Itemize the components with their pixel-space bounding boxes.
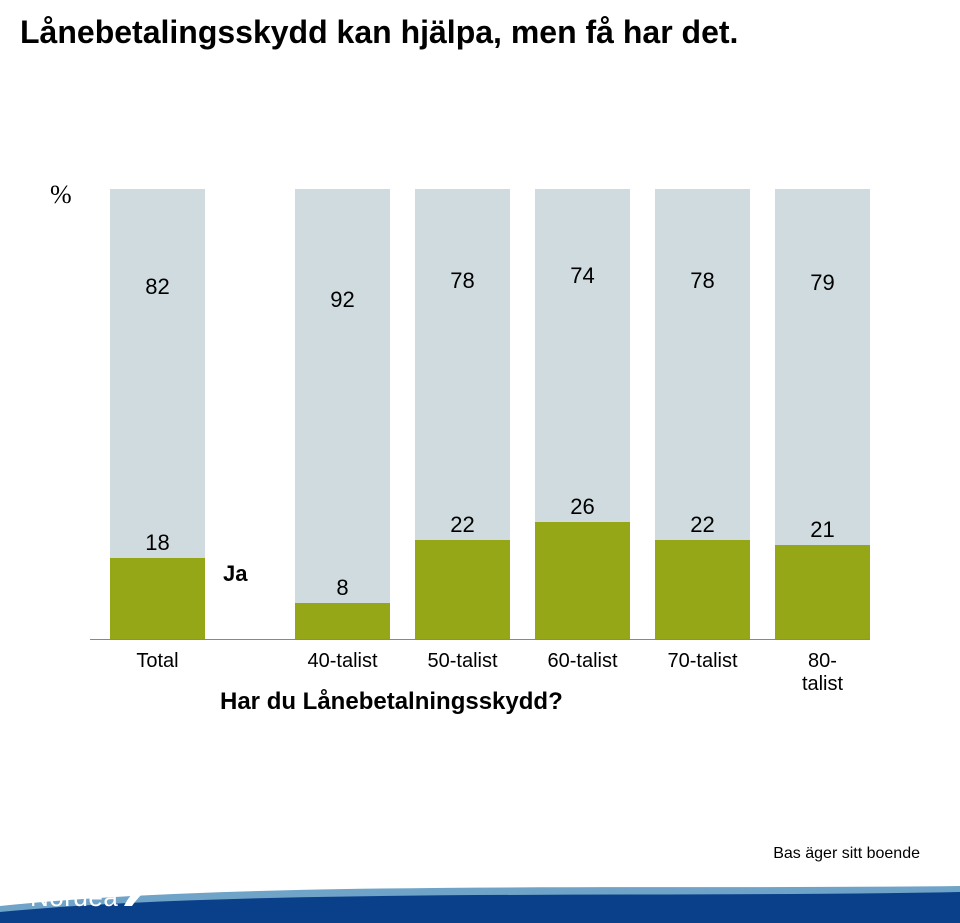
- value-label-ja: 8: [295, 575, 390, 601]
- chart-area: % NejJa82189287822742678227921 Total40-t…: [90, 180, 870, 740]
- value-label-nej: 92: [295, 287, 390, 313]
- value-label-ja: 21: [775, 517, 870, 543]
- bar-segment-ja: [775, 545, 870, 640]
- bar-segment-ja: [655, 540, 750, 639]
- bar-group: 82 18: [110, 190, 205, 639]
- bar-segment-nej: [535, 189, 630, 522]
- bar-group: 79 21: [775, 190, 870, 639]
- x-category-label: 70-talist: [667, 650, 737, 673]
- bar-segment-ja: [535, 522, 630, 639]
- footer: Bas äger sitt boende Nordea: [0, 848, 960, 923]
- x-category-label: 50-talist: [427, 650, 497, 673]
- nordea-logo: Nordea: [30, 881, 150, 913]
- x-category-label: Total: [136, 650, 178, 673]
- bar-segment-nej: [655, 189, 750, 540]
- value-label-nej: 78: [655, 268, 750, 294]
- bar-segment-ja: [295, 603, 390, 639]
- value-label-ja: 26: [535, 494, 630, 520]
- y-unit-label: %: [50, 180, 72, 210]
- footer-note: Bas äger sitt boende: [773, 845, 920, 863]
- bar-segment-nej: [415, 189, 510, 540]
- value-label-nej: 78: [415, 268, 510, 294]
- bar-group: 78 22: [655, 190, 750, 639]
- value-label-nej: 74: [535, 263, 630, 289]
- bar-segment-nej: [110, 189, 205, 558]
- logo-text: Nordea: [30, 882, 118, 913]
- x-category-label: 80-talist: [799, 650, 847, 696]
- bar-group: 74 26: [535, 190, 630, 639]
- x-category-label: 60-talist: [547, 650, 617, 673]
- bars-region: NejJa82189287822742678227921: [90, 190, 870, 640]
- value-label-ja: 18: [110, 530, 205, 556]
- bar-segment-ja: [415, 540, 510, 639]
- slide-title: Lånebetalingsskydd kan hjälpa, men få ha…: [20, 14, 738, 51]
- x-axis-labels: Total 40-talist 50-talist 60-talist 70-talis…: [90, 650, 870, 680]
- bar-group: 92 8: [295, 190, 390, 639]
- bar-group: 78 22: [415, 190, 510, 639]
- value-label-nej: 82: [110, 274, 205, 300]
- x-axis-title: Har du Lånebetalningsskydd?: [220, 688, 563, 716]
- value-label-nej: 79: [775, 270, 870, 296]
- bar-segment-nej: [775, 189, 870, 545]
- series-label-ja: Ja: [223, 561, 247, 587]
- bar-segment-nej: [295, 189, 390, 603]
- value-label-ja: 22: [415, 512, 510, 538]
- logo-sail-icon: [122, 886, 150, 908]
- x-category-label: 40-talist: [307, 650, 377, 673]
- bar-segment-ja: [110, 558, 205, 639]
- value-label-ja: 22: [655, 512, 750, 538]
